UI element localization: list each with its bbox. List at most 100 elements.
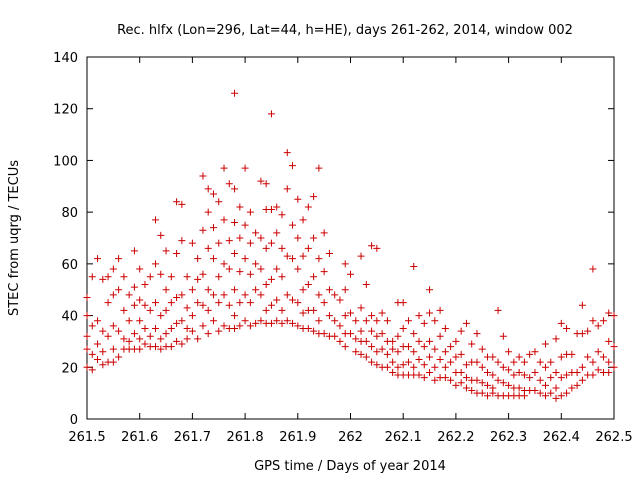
data-point [231, 286, 239, 294]
y-tick-label: 120 [53, 103, 78, 118]
data-point [146, 306, 154, 314]
data-point [378, 345, 386, 353]
data-point [605, 358, 613, 366]
data-point [431, 345, 439, 353]
data-point [257, 291, 265, 299]
data-point [352, 348, 360, 356]
data-point [199, 301, 207, 309]
data-point [188, 239, 196, 247]
data-point [257, 317, 265, 325]
data-point [294, 195, 302, 203]
data-point [352, 335, 360, 343]
data-point [273, 265, 281, 273]
data-point [115, 255, 123, 263]
data-point [399, 299, 407, 307]
data-point [378, 330, 386, 338]
data-point [383, 350, 391, 358]
data-point [252, 319, 260, 327]
data-point [605, 368, 613, 376]
data-point [173, 198, 181, 206]
data-point [478, 389, 486, 397]
y-tick-label: 100 [53, 154, 78, 169]
data-point [252, 286, 260, 294]
x-tick-label: 261.8 [226, 430, 263, 445]
data-point [557, 319, 565, 327]
x-tick-label: 261.6 [121, 430, 158, 445]
data-point [136, 265, 144, 273]
data-point [457, 379, 465, 387]
data-point [215, 299, 223, 307]
data-point [294, 265, 302, 273]
data-point [462, 319, 470, 327]
data-point [294, 234, 302, 242]
data-point [220, 164, 228, 172]
data-point [420, 374, 428, 382]
data-point [399, 361, 407, 369]
data-point [289, 162, 297, 170]
data-point [394, 348, 402, 356]
data-point [283, 149, 291, 157]
data-point [299, 286, 307, 294]
data-point [315, 255, 323, 263]
data-point [236, 203, 244, 211]
data-point [489, 353, 497, 361]
data-point [173, 337, 181, 345]
data-point [267, 206, 275, 214]
data-point [262, 281, 270, 289]
data-point [130, 283, 138, 291]
data-point [299, 216, 307, 224]
data-point [225, 301, 233, 309]
x-tick-label: 262.1 [385, 430, 422, 445]
data-point [547, 389, 555, 397]
x-tick-label: 261.9 [279, 430, 316, 445]
y-tick-label: 40 [61, 310, 78, 325]
data-point [252, 260, 260, 268]
data-point [99, 348, 107, 356]
data-point [152, 260, 160, 268]
data-point [320, 229, 328, 237]
data-point [83, 345, 91, 353]
data-point [499, 379, 507, 387]
data-point [183, 325, 191, 332]
data-point [578, 363, 586, 371]
data-point [426, 309, 434, 317]
data-point [109, 358, 117, 366]
data-point [162, 247, 170, 255]
data-point [347, 270, 354, 278]
data-point [204, 185, 212, 193]
x-axis-label: GPS time / Days of year 2014 [254, 459, 446, 474]
data-point [484, 381, 492, 389]
data-point [262, 180, 270, 188]
y-tick-label: 20 [61, 361, 78, 376]
data-point [410, 363, 418, 371]
data-point [341, 312, 349, 320]
data-point [357, 304, 365, 312]
data-point [178, 291, 186, 299]
data-point [341, 286, 349, 294]
data-point [478, 363, 486, 371]
data-point [389, 358, 397, 366]
data-point [215, 327, 223, 335]
data-point [410, 262, 418, 270]
data-point [584, 353, 592, 361]
x-axis: 261.5 261.6 261.7 261.8 261.9 262 262.1 262.2 26… [68, 57, 633, 445]
data-point [136, 345, 144, 353]
data-point [141, 301, 149, 309]
data-point [231, 312, 239, 320]
data-point [589, 358, 597, 366]
data-point [209, 224, 217, 232]
data-point [310, 193, 318, 201]
data-point [310, 327, 318, 335]
data-point [162, 306, 170, 314]
data-point [368, 327, 376, 335]
data-point [109, 291, 117, 299]
data-point [115, 353, 123, 361]
data-point [162, 330, 170, 338]
data-point [468, 340, 476, 348]
data-point [357, 350, 365, 358]
data-point [431, 317, 439, 325]
data-point [173, 319, 181, 327]
data-point [531, 387, 539, 395]
data-point [394, 363, 402, 371]
data-point [505, 348, 513, 356]
